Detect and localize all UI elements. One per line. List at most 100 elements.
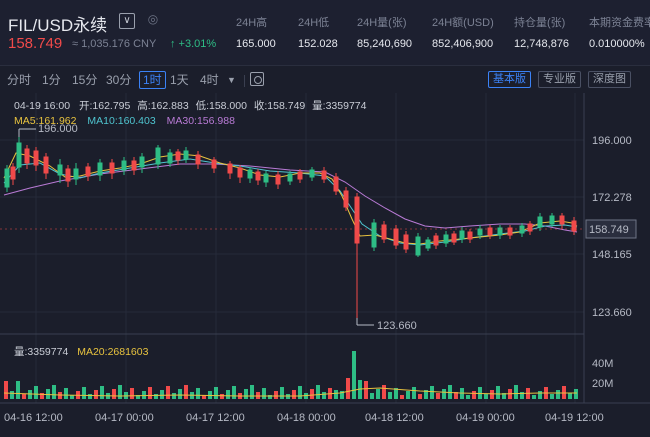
volume-bar — [70, 395, 74, 399]
volume-bar — [172, 393, 176, 399]
volume-bar — [94, 390, 98, 399]
ma30-line — [3, 163, 578, 233]
current-price-label: 158.749 — [589, 224, 629, 236]
info-high: 高:162.883 — [137, 99, 189, 112]
volume-bar — [514, 385, 518, 399]
stat-value: 85,240,690 — [357, 38, 413, 50]
volume-bar — [334, 390, 338, 399]
cny-price: ≈ 1,035.176 CNY — [72, 38, 157, 50]
volume-bar — [286, 394, 290, 399]
volume-bar — [16, 381, 20, 399]
price-tick: 172.278 — [592, 192, 632, 204]
volume-bar — [22, 394, 26, 399]
volume-bar — [244, 389, 248, 399]
symbol-title[interactable]: FIL/USD永续 — [8, 16, 108, 35]
volume-bar — [226, 390, 230, 399]
volume-bar — [550, 394, 554, 399]
tab-1h[interactable]: 1时 — [139, 71, 166, 89]
price-tick: 148.165 — [592, 249, 632, 261]
volume-bar — [556, 390, 560, 399]
ohlc-info: 04-19 16:00 开:162.795 高:162.883 低:158.00… — [14, 99, 367, 112]
market-header: FIL/USD永续 ∨ ◎ 158.749 ≈ 1,035.176 CNY ↑ … — [0, 0, 650, 66]
volume-bar — [196, 388, 200, 399]
volume-bar — [220, 394, 224, 399]
volume-bar — [256, 392, 260, 399]
volume-bar — [442, 389, 446, 399]
volume-bar — [142, 391, 146, 399]
volume-bar — [214, 387, 218, 399]
volume-bar — [322, 392, 326, 399]
volume-bar — [388, 392, 392, 399]
volume-bar — [364, 381, 368, 399]
favorite-star-icon[interactable]: ◎ — [147, 12, 159, 26]
volume-bar — [202, 395, 206, 399]
time-tick: 04-17 12:00 — [186, 412, 245, 424]
volume-tick: 40M — [592, 358, 613, 370]
tab-15m[interactable]: 15分 — [72, 73, 98, 87]
timeframe-dropdown-icon[interactable]: ▼ — [227, 75, 236, 85]
volume-label: 量:3359774 — [14, 346, 68, 358]
last-price: 158.749 — [8, 35, 63, 52]
stat-24h-low: 24H低 152.028 — [298, 14, 338, 50]
volume-bar — [46, 389, 50, 399]
ma10-label: MA10:160.403 — [87, 115, 155, 127]
volume-bar — [298, 386, 302, 399]
view-pro-button[interactable]: 专业版 — [538, 71, 581, 88]
stat-label: 本期资金费率 — [589, 17, 650, 29]
volume-bar — [112, 389, 116, 399]
chart-toolbar: 分时 1分 15分 30分 1时 1天 4时 ▼ 基本版 专业版 深度图 — [0, 67, 650, 93]
time-tick: 04-17 00:00 — [95, 412, 154, 424]
stat-label: 持仓量(张) — [514, 17, 566, 29]
volume-bar — [436, 393, 440, 399]
ma30-label: MA30:156.988 — [167, 115, 235, 127]
volume-bar — [352, 351, 356, 399]
stat-funding-rate: 本期资金费率 0.010000% — [589, 14, 650, 50]
tab-30m[interactable]: 30分 — [106, 73, 132, 87]
volume-bar — [412, 387, 416, 399]
volume-bar — [184, 385, 188, 399]
tab-1m[interactable]: 1分 — [42, 73, 61, 87]
stat-value: 152.028 — [298, 38, 338, 50]
kline-chart[interactable]: 04-19 16:00 开:162.795 高:162.883 低:158.00… — [0, 93, 650, 437]
volume-tick: 20M — [592, 378, 613, 390]
volume-bar — [418, 394, 422, 399]
stat-label: 24H高 — [236, 17, 268, 29]
volume-bar — [100, 386, 104, 399]
volume-bar — [166, 386, 170, 399]
volume-bar — [568, 393, 572, 399]
volume-bar — [88, 394, 92, 399]
ma5-label: MA5:161.962 — [14, 115, 77, 127]
vol-ma20-label: MA20:2681603 — [77, 346, 148, 358]
volume-bar — [40, 393, 44, 399]
view-basic-button[interactable]: 基本版 — [488, 71, 531, 88]
stat-value: 0.010000% — [589, 38, 645, 50]
volume-bar — [310, 389, 314, 399]
stat-24h-volume: 24H量(张) 85,240,690 — [357, 14, 412, 50]
volume-bar — [370, 393, 374, 399]
volume-bar — [430, 386, 434, 399]
info-close: 收:158.749 — [254, 99, 306, 112]
volume-bar — [130, 388, 134, 399]
high-marker-label: 196.000 — [38, 123, 78, 135]
volume-bar — [148, 387, 152, 399]
volume-bar — [292, 390, 296, 399]
volume-bar — [34, 386, 38, 399]
volume-bar — [118, 385, 122, 399]
volume-bar — [4, 381, 8, 399]
volume-bar — [454, 392, 458, 399]
stat-24h-amount: 24H额(USD) 852,406,900 — [432, 14, 494, 50]
view-depth-button[interactable]: 深度图 — [588, 71, 631, 88]
tab-1d[interactable]: 1天 — [170, 73, 189, 87]
chart-grid — [0, 93, 584, 403]
tab-timeline[interactable]: 分时 — [7, 73, 32, 87]
screenshot-icon[interactable] — [250, 72, 264, 86]
info-open: 开:162.795 — [79, 100, 131, 112]
stat-24h-high: 24H高 165.000 — [236, 14, 276, 50]
symbol-dropdown-icon[interactable]: ∨ — [119, 13, 135, 29]
volume-bar — [484, 394, 488, 399]
tab-4h[interactable]: 4时 — [200, 73, 219, 87]
volume-bar — [178, 389, 182, 399]
volume-bar — [394, 388, 398, 399]
volume-legend: 量:3359774 MA20:2681603 — [14, 346, 149, 358]
high-marker: 196.000 — [18, 123, 78, 137]
